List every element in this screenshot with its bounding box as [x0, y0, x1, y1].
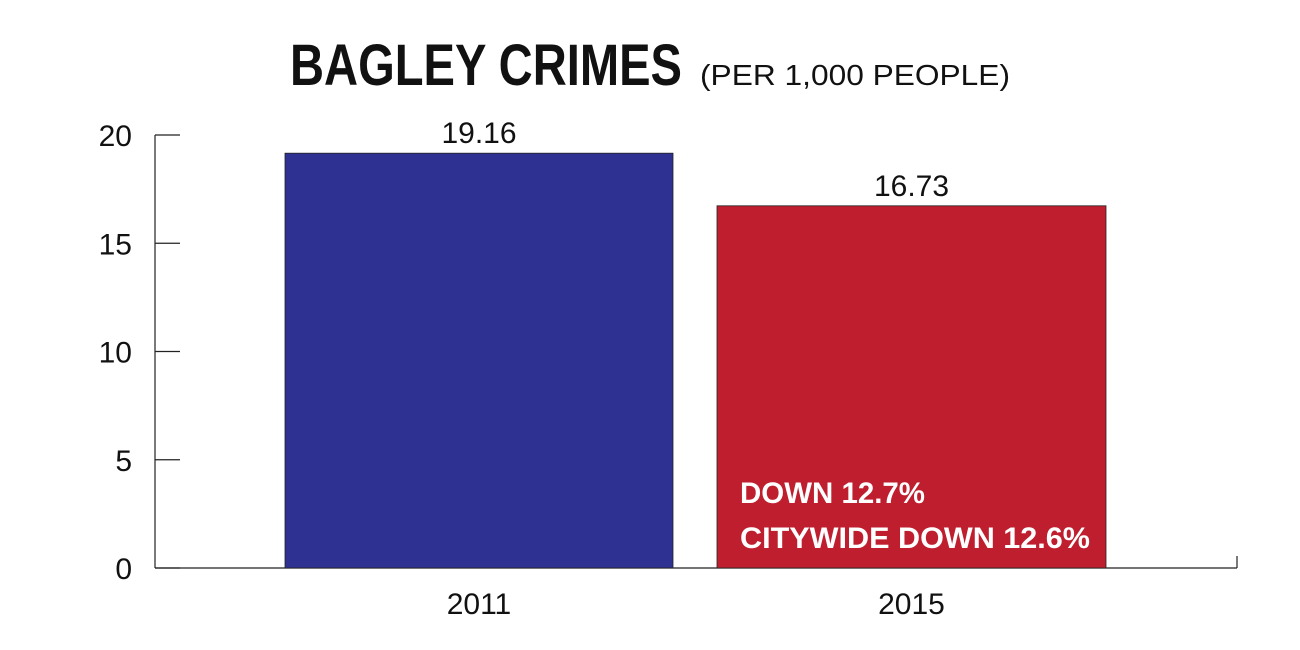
chart-subtitle: (PER 1,000 PEOPLE) [700, 60, 1010, 92]
chart-title: BAGLEY CRIMES [290, 33, 682, 98]
x-tick-label: 2015 [878, 588, 945, 621]
annotation: DOWN 12.7% [740, 477, 925, 510]
annotation: CITYWIDE DOWN 12.6% [740, 522, 1090, 555]
bar [284, 152, 674, 569]
y-tick-label: 15 [99, 228, 132, 261]
value-label: 19.16 [441, 117, 516, 150]
value-label: 16.73 [874, 170, 949, 203]
y-tick-label: 10 [99, 337, 132, 370]
x-tick-label: 2011 [447, 588, 512, 621]
y-tick-label: 5 [115, 445, 132, 478]
bar [716, 205, 1107, 569]
y-tick-label: 0 [115, 553, 132, 586]
y-tick-label: 20 [99, 120, 132, 153]
